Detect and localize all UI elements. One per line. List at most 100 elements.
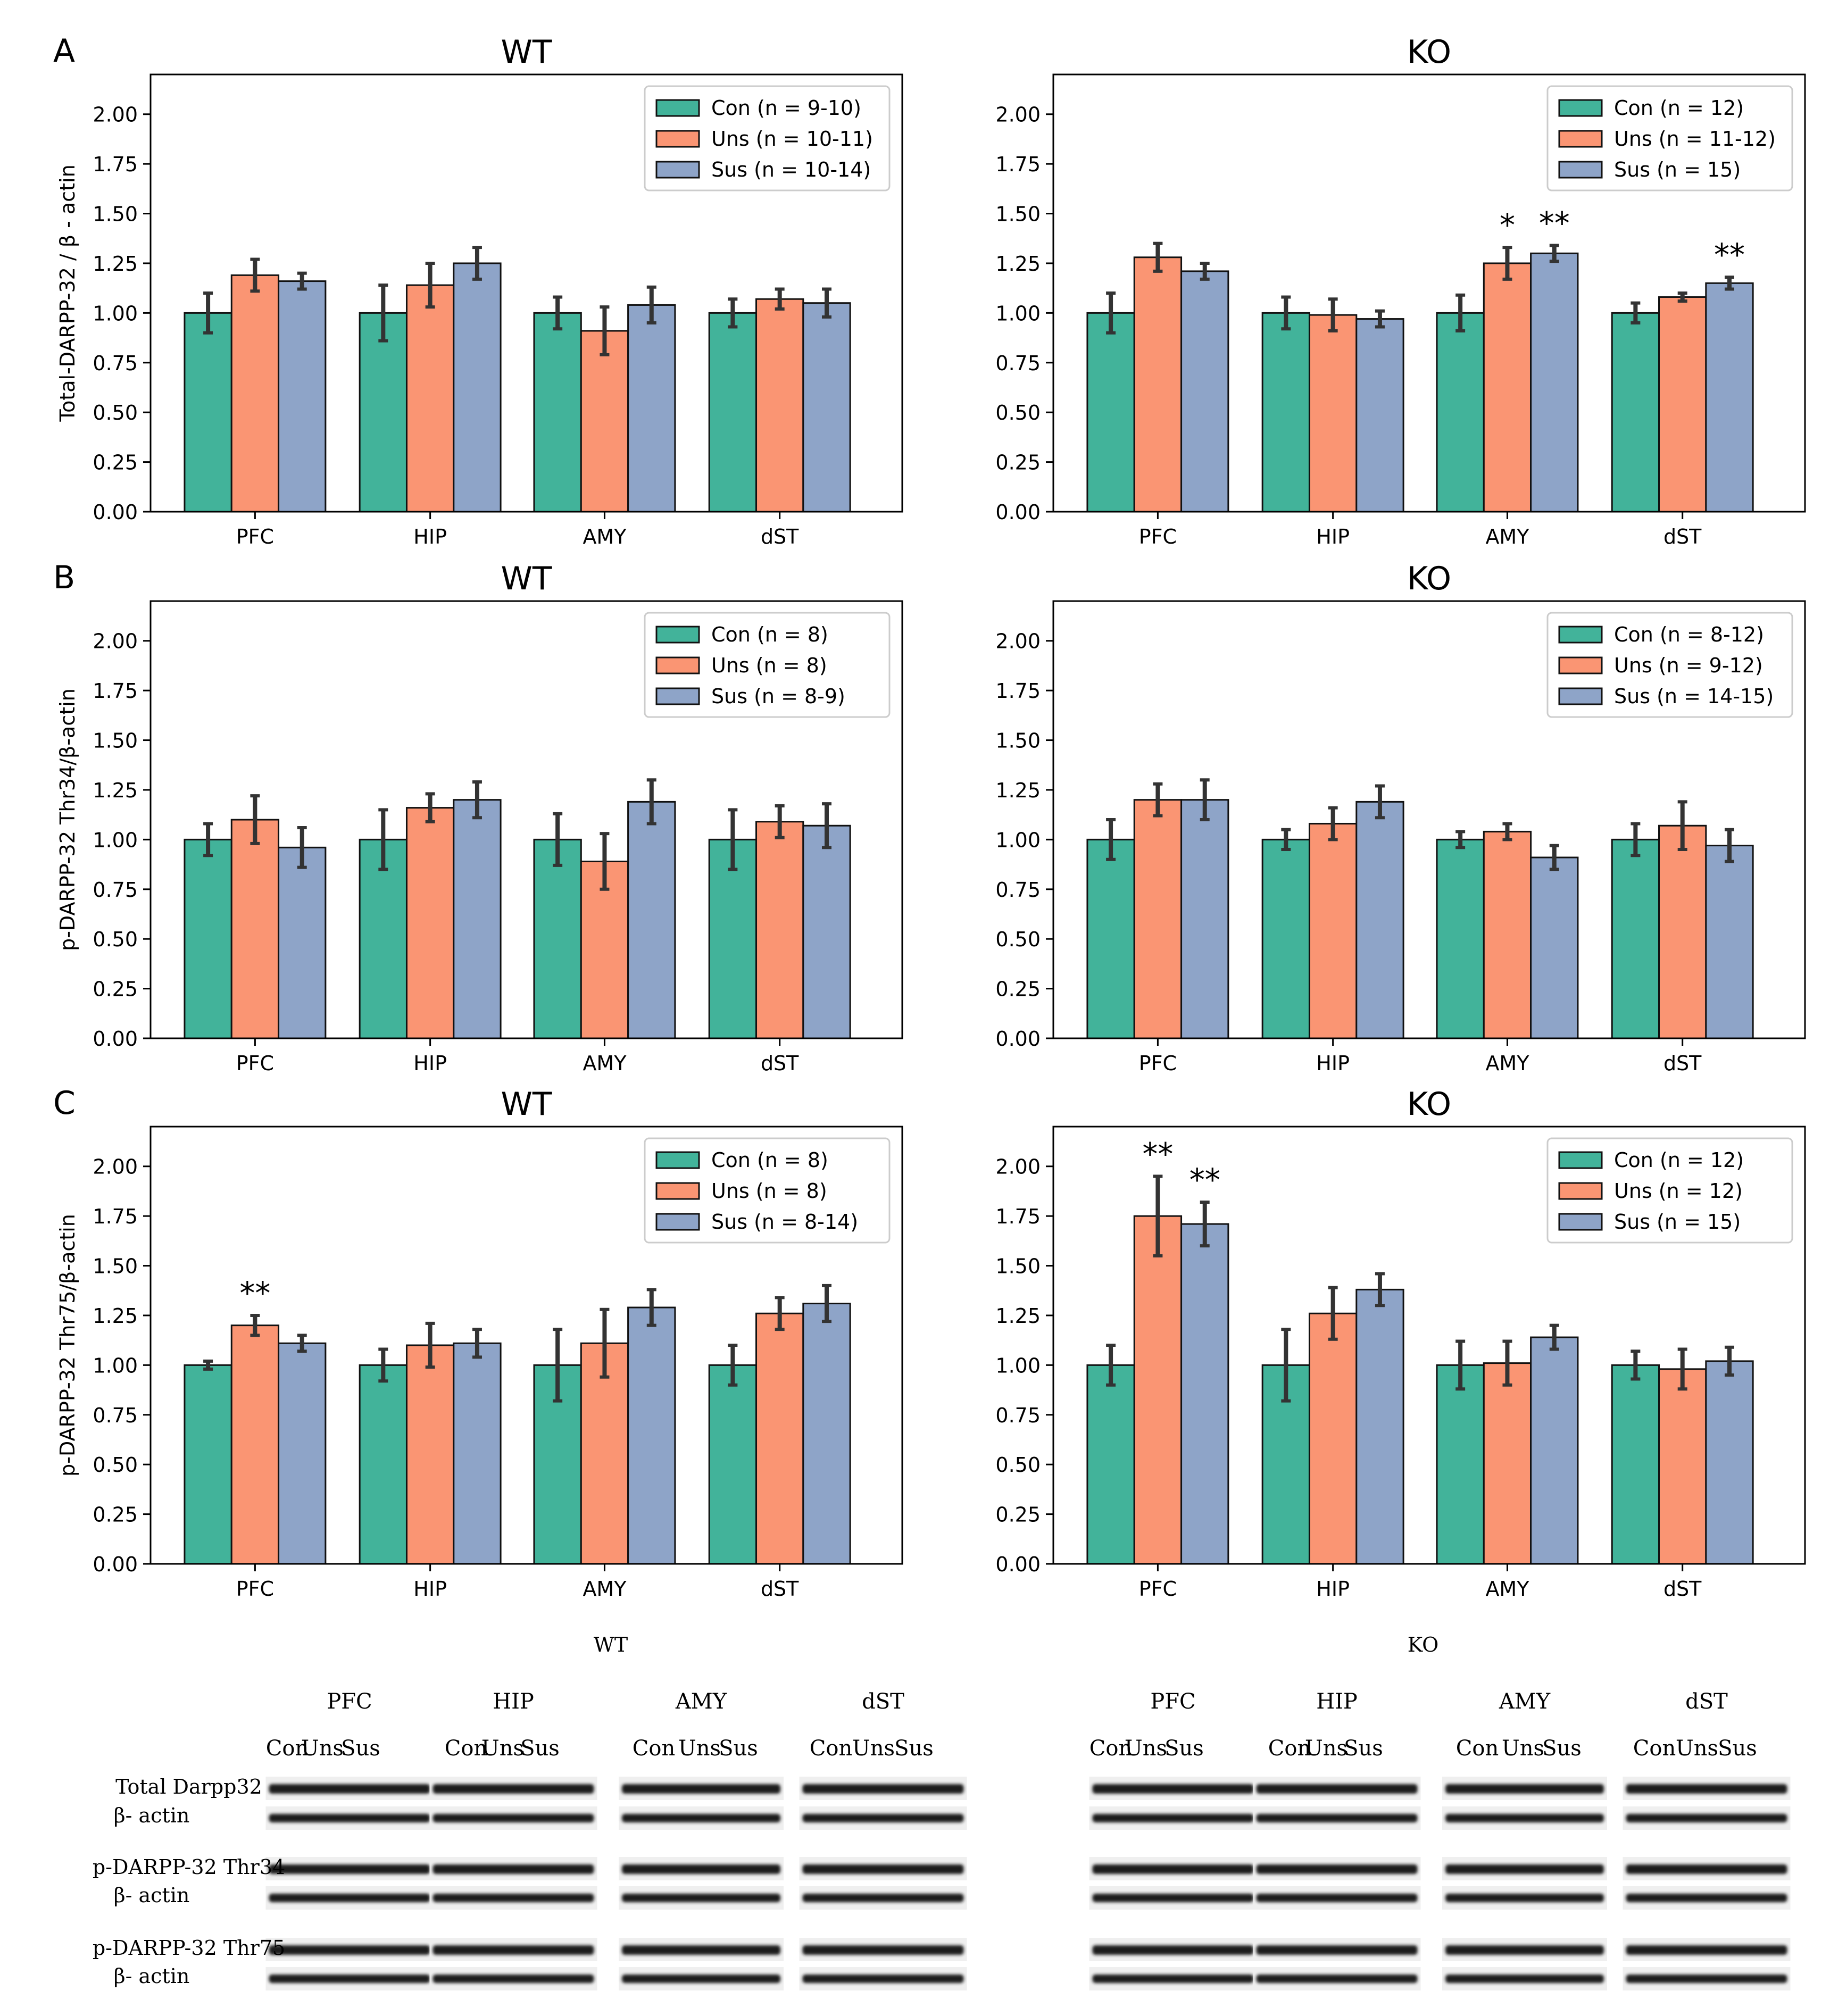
blot-band-actin xyxy=(432,1814,594,1822)
legend-swatch-uns xyxy=(655,1182,700,1200)
legend-box xyxy=(644,85,891,191)
y-tick-label: 1.75 xyxy=(93,1205,138,1228)
x-tick-label: HIP xyxy=(413,525,447,548)
blot-lane-label: Con xyxy=(1456,1736,1499,1761)
blot-lane-label: Con xyxy=(810,1736,852,1761)
bar-uns xyxy=(580,330,629,513)
bar-con xyxy=(1611,838,1660,1039)
plot-frame xyxy=(149,1126,903,1565)
y-tick-label: 2.00 xyxy=(93,1155,138,1179)
x-tick-label: AMY xyxy=(1485,525,1529,548)
x-tick-label: AMY xyxy=(583,1052,627,1075)
bar-uns xyxy=(405,807,455,1039)
y-tick-label: 0.75 xyxy=(93,1404,138,1427)
blot-band-target xyxy=(269,1945,430,1955)
plot-frame xyxy=(1052,600,1806,1039)
y-tick-label: 0.00 xyxy=(995,1027,1041,1051)
blot-band-target xyxy=(622,1945,780,1955)
blot-lane-label: Uns xyxy=(678,1736,721,1761)
significance-marker: ** xyxy=(1714,237,1745,273)
legend-box xyxy=(644,1137,891,1244)
plot-frame xyxy=(149,600,903,1039)
bar-sus xyxy=(627,801,676,1039)
blot-band-actin xyxy=(1092,1894,1254,1902)
blot-band-target xyxy=(1445,1945,1604,1955)
blot-band-target xyxy=(622,1784,780,1794)
plot-frame xyxy=(149,73,903,513)
x-tick-label: dST xyxy=(761,525,799,548)
legend-label: Sus (n = 8-14) xyxy=(711,1210,858,1234)
bar-sus xyxy=(627,1306,676,1565)
x-tick-label: HIP xyxy=(1316,1577,1350,1601)
blot-band-target xyxy=(432,1945,594,1955)
blot-row-sublabel: β- actin xyxy=(114,1964,190,1988)
blot-lane-label: Uns xyxy=(1502,1736,1544,1761)
blot-band-target xyxy=(1256,1784,1418,1794)
legend-label: Sus (n = 15) xyxy=(1614,1210,1741,1234)
chart-panel-2: WT Bp-DARPP-32 Thr34/β-actin 0.00 0.25 0.50 0… xyxy=(53,559,903,1075)
y-tick-label: 0.50 xyxy=(995,401,1041,424)
blot-lane-label: Sus xyxy=(520,1736,560,1761)
bar-con xyxy=(1086,312,1135,513)
chart-title: WT xyxy=(501,1086,552,1123)
blot-panel-title: WT xyxy=(594,1633,628,1656)
significance-marker: * xyxy=(1500,207,1515,243)
blot-row-sublabel: β- actin xyxy=(114,1804,190,1827)
bar-con xyxy=(1261,838,1310,1039)
y-tick-label: 1.25 xyxy=(93,779,138,802)
x-tick-label: PFC xyxy=(236,525,274,548)
blot-row-sublabel: β- actin xyxy=(114,1884,190,1907)
x-tick-label: dST xyxy=(1663,1052,1702,1075)
legend-box xyxy=(644,612,891,718)
blot-lane-label: Sus xyxy=(894,1736,934,1761)
bar-uns xyxy=(1308,314,1358,513)
bar-sus xyxy=(453,262,502,513)
blot-band-target xyxy=(432,1784,594,1794)
y-tick-label: 0.25 xyxy=(995,978,1041,1001)
blot-band-actin xyxy=(1626,1894,1787,1902)
blot-region-label: HIP xyxy=(1316,1689,1358,1714)
bar-sus xyxy=(1355,1288,1404,1565)
bar-sus xyxy=(278,846,327,1039)
y-tick-label: 2.00 xyxy=(995,1155,1041,1179)
bar-con xyxy=(1611,1364,1660,1565)
y-tick-label: 1.75 xyxy=(93,153,138,176)
legend-label: Con (n = 8) xyxy=(711,623,828,646)
y-tick-label: 2.00 xyxy=(995,630,1041,653)
blot-lane-label: Uns xyxy=(1125,1736,1167,1761)
bar-con xyxy=(533,312,582,513)
blot-band-actin xyxy=(1445,1894,1604,1902)
legend-label: Con (n = 12) xyxy=(1614,96,1744,120)
bar-sus xyxy=(453,799,502,1039)
significance-marker: ** xyxy=(1189,1162,1220,1198)
blot-band-target xyxy=(269,1784,430,1794)
blot-lane-label: Sus xyxy=(1542,1736,1582,1761)
bar-con xyxy=(1436,312,1485,513)
x-tick-label: HIP xyxy=(1316,525,1350,548)
legend-label: Uns (n = 10-11) xyxy=(711,127,873,151)
blot-band-actin xyxy=(802,1894,964,1902)
blot-band-actin xyxy=(1626,1814,1787,1822)
legend-label: Uns (n = 8) xyxy=(711,654,827,677)
y-tick-label: 0.25 xyxy=(93,451,138,474)
chart-title: KO xyxy=(1407,34,1451,71)
bar-sus xyxy=(1355,801,1404,1039)
legend-swatch-uns xyxy=(1558,656,1603,674)
blot-lane-label: Sus xyxy=(1344,1736,1383,1761)
blot-band-actin xyxy=(269,1894,430,1902)
bar-uns xyxy=(1483,1362,1532,1565)
y-tick-label: 0.75 xyxy=(995,878,1041,902)
blot-band-actin xyxy=(622,1975,780,1983)
panel-letter: B xyxy=(53,559,75,596)
bar-uns xyxy=(1658,824,1707,1039)
y-axis-label: Total-DARPP-32 / β - actin xyxy=(56,164,79,422)
legend-label: Con (n = 9-10) xyxy=(711,96,861,120)
y-tick-label: 1.50 xyxy=(93,729,138,753)
blot-lane-label: Con xyxy=(1089,1736,1132,1761)
y-tick-label: 0.50 xyxy=(995,1453,1041,1477)
bar-con xyxy=(1261,312,1310,513)
blot-band-actin xyxy=(1445,1814,1604,1822)
bar-con xyxy=(359,1364,407,1565)
blot-band-target xyxy=(802,1945,964,1955)
significance-marker: ** xyxy=(1142,1136,1173,1172)
